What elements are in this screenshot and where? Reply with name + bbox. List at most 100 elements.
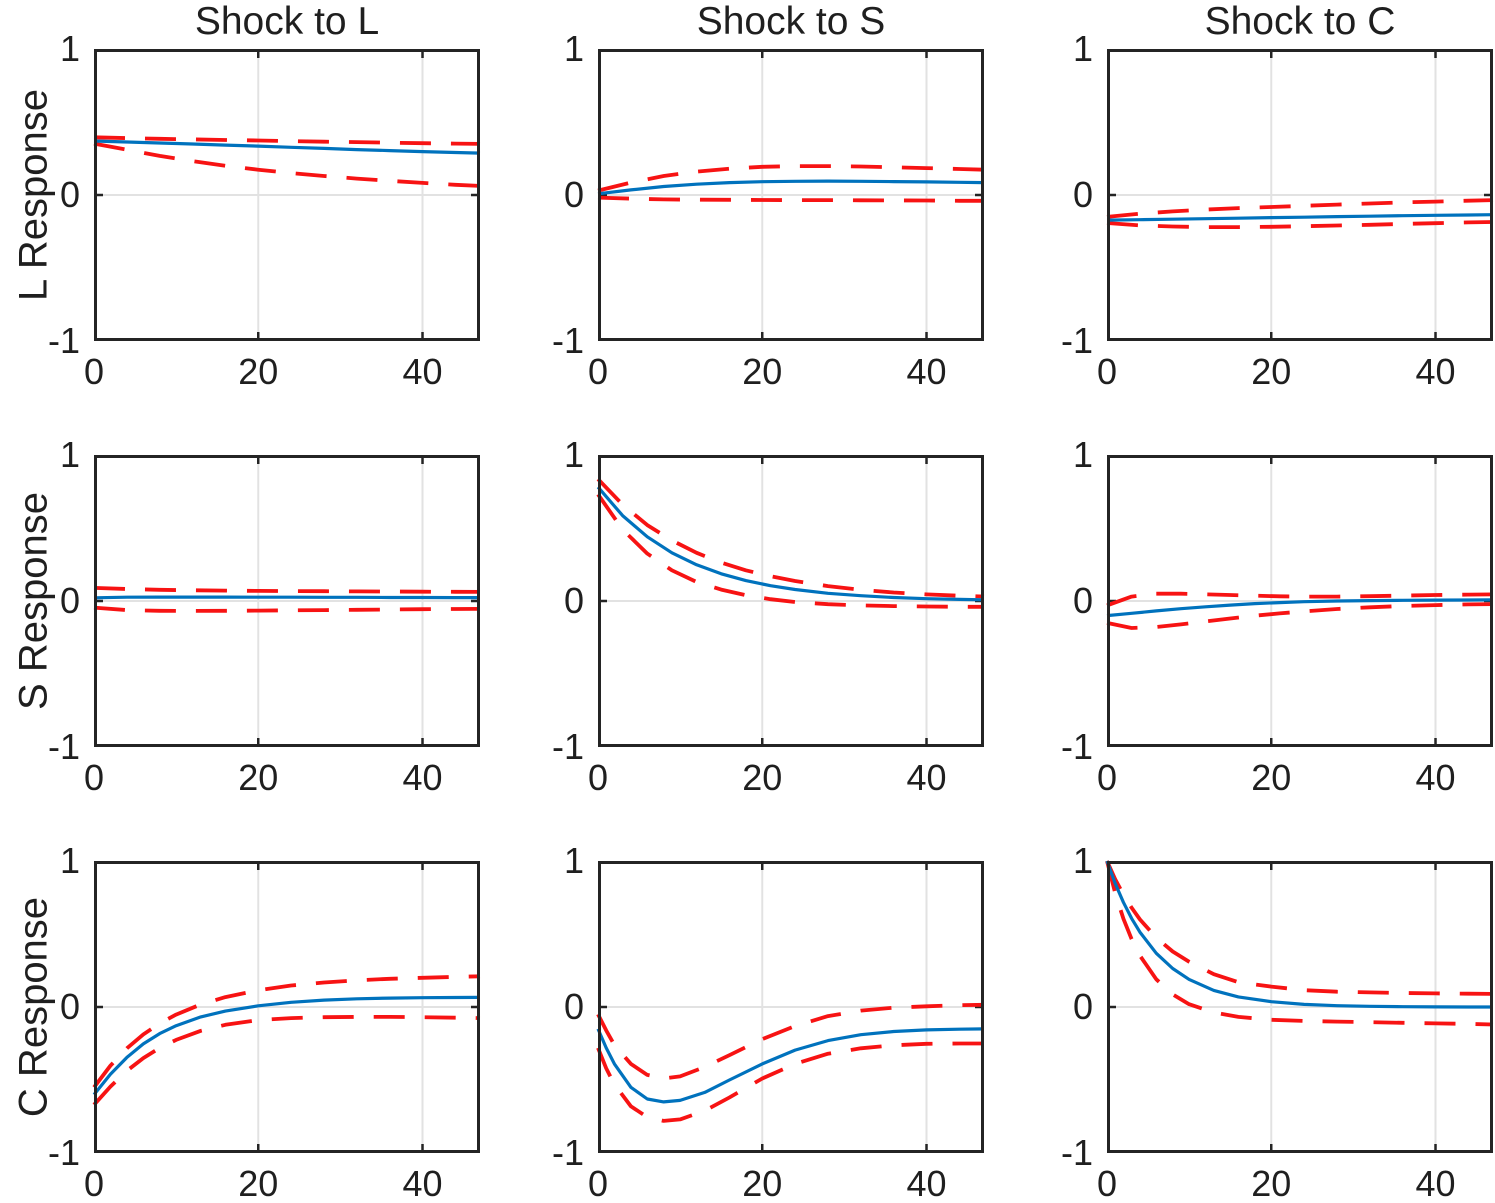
x-tick-label: 20 [238,351,279,392]
y-tick-label: 1 [59,840,80,881]
y-tick-label: 1 [563,28,584,69]
point-estimate-line [92,995,481,1096]
subplot-c-response-shock-to-c: -1 0 1 0 20 40 [1061,843,1494,1203]
lower-band-line [1106,602,1494,630]
plot-area [596,455,985,747]
axes-frame [94,49,480,341]
subplot-s-response-shock-to-c: -1 0 1 0 20 40 [1061,437,1494,797]
y-tick-label: 0 [59,986,80,1027]
axes-frame [598,861,984,1153]
plot-area [596,861,985,1153]
x-tick-label: 20 [742,351,783,392]
column-title-shock-to-s: Shock to S [696,0,886,43]
x-tick-label: 40 [402,351,443,392]
subplot-l-response-shock-to-c: -1 0 1 0 20 40 [1061,31,1494,391]
lower-band-line [596,1041,984,1123]
column-title-shock-to-l: Shock to L [194,0,380,43]
y-tick-label: 0 [563,174,584,215]
y-tick-label: 1 [1072,28,1093,69]
point-estimate-line [93,139,481,155]
x-tick-label: 40 [906,757,947,798]
y-tick-label: -1 [47,1132,80,1173]
y-tick-label: -1 [1060,1132,1093,1173]
point-estimate-line [596,1027,985,1104]
y-tick-label: 0 [59,580,80,621]
plot-area [93,455,481,747]
x-tick-label: 0 [83,757,105,798]
x-tick-label: 20 [238,757,279,798]
x-tick-label: 0 [1096,1163,1118,1203]
plot-area [1105,860,1494,1153]
y-tick-label: 0 [59,174,80,215]
subplot-l-response-shock-to-l: -1 0 1 0 20 40 [48,31,481,391]
subplot-l-response-shock-to-s: -1 0 1 0 20 40 [552,31,985,391]
x-tick-label: 0 [1096,351,1118,392]
upper-band-line [596,477,985,599]
y-tick-label: -1 [551,320,584,361]
lower-band-line [597,195,984,203]
y-tick-label: -1 [1060,320,1093,361]
axes-frame [598,455,984,747]
y-tick-label: 1 [563,434,584,475]
y-tick-label: -1 [47,726,80,767]
y-tick-label: -1 [1060,726,1093,767]
axes-frame [1107,861,1493,1153]
plot-area [1106,49,1494,341]
y-tick-label: 1 [1072,840,1093,881]
y-tick-label: 1 [563,840,584,881]
y-tick-label: 0 [563,580,584,621]
lower-band-line [1106,220,1494,230]
axes-frame [598,49,984,341]
lower-band-line [92,1014,481,1107]
subplot-s-response-shock-to-l: -1 0 1 0 20 40 [48,437,481,797]
point-estimate-line [597,179,985,196]
y-tick-label: 0 [1072,986,1093,1027]
x-tick-label: 0 [587,1163,609,1203]
y-tick-label: -1 [551,1132,584,1173]
point-estimate-line [1106,598,1494,618]
x-tick-label: 0 [83,351,105,392]
y-tick-label: -1 [551,726,584,767]
upper-band-line [597,164,985,193]
x-tick-label: 40 [1415,1163,1456,1203]
x-tick-label: 0 [587,351,609,392]
x-tick-label: 0 [83,1163,105,1203]
x-tick-label: 40 [906,351,947,392]
x-tick-label: 40 [1415,351,1456,392]
y-tick-label: 1 [59,28,80,69]
lower-band-line [93,605,481,613]
subplot-s-response-shock-to-s: -1 0 1 0 20 40 [552,437,985,797]
point-estimate-line [596,486,985,602]
subplot-c-response-shock-to-l: -1 0 1 0 20 40 [48,843,481,1203]
x-tick-label: 40 [1415,757,1456,798]
x-tick-label: 20 [742,757,783,798]
point-estimate-line [1105,860,1493,1009]
upper-band-line [92,974,481,1089]
lower-band-line [1105,860,1494,1027]
y-tick-label: -1 [47,320,80,361]
plot-area [92,861,481,1153]
y-tick-label: 0 [1072,174,1093,215]
point-estimate-line [93,595,480,600]
y-tick-label: 0 [1072,580,1093,621]
upper-band-line [93,135,481,146]
y-tick-label: 0 [563,986,584,1027]
lower-band-line [596,493,984,609]
x-tick-label: 20 [1251,1163,1292,1203]
x-tick-label: 40 [906,1163,947,1203]
upper-band-line [596,1002,985,1081]
lower-band-line [93,141,481,188]
plot-area [1106,455,1494,747]
x-tick-label: 20 [742,1163,783,1203]
x-tick-label: 40 [402,1163,443,1203]
x-tick-label: 40 [402,757,443,798]
x-tick-label: 20 [1251,757,1292,798]
plot-area [597,49,985,341]
axes-frame [1107,455,1493,747]
y-tick-label: 1 [1072,434,1093,475]
x-tick-label: 0 [587,757,609,798]
x-tick-label: 20 [238,1163,279,1203]
point-estimate-line [1106,213,1494,222]
upper-band-line [1106,591,1494,608]
